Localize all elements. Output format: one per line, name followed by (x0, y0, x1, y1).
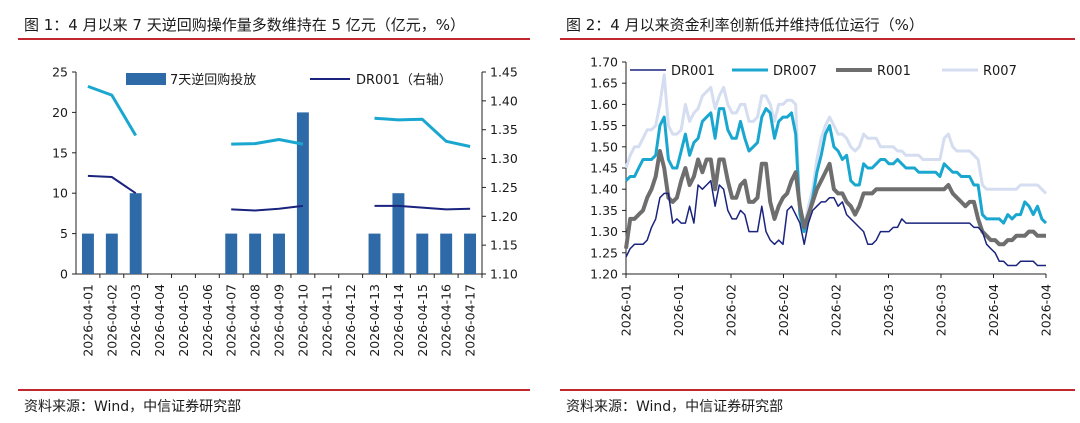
chart2-x-tick-label: 2026-03 (881, 284, 896, 336)
chart1-bar (129, 193, 142, 274)
chart2-legend-r007-label: R007 (983, 64, 1017, 79)
chart1-x-tick-label: 2026-04-14 (391, 284, 406, 357)
chart1-title: 图 1：4 月以来 7 天逆回购操作量多数维持在 5 亿元（亿元，%） (24, 16, 466, 34)
chart1-right-tick-label: 1.10 (490, 267, 518, 282)
chart1-x-tick-label: 2026-04-03 (128, 284, 143, 357)
chart1-x-tick-label: 2026-04-07 (224, 284, 239, 357)
chart2-legend-dr007-label: DR007 (773, 64, 817, 79)
chart1-bar (81, 233, 94, 274)
chart2-x-tick-label: 2026-02 (724, 284, 739, 336)
chart1-bar (368, 233, 381, 274)
chart2-y-tick-label: 1.55 (590, 118, 618, 133)
chart2-x-tick-label: 2026-01 (619, 284, 634, 336)
chart1-plot: 0 5 10 15 20 25 1.10 1.15 1.20 1.25 1.30 1.35 1.40 1.… (52, 65, 518, 357)
chart2-r007-line (624, 73, 1048, 229)
chart2-legend-dr001-label: DR001 (671, 64, 715, 79)
chart1-bar (105, 233, 118, 274)
chart2-y-tick-label: 1.50 (590, 139, 618, 154)
chart1-bar (273, 233, 285, 274)
chart1-bottom-rule (18, 389, 530, 391)
chart1-right-tick-label: 1.35 (490, 122, 518, 137)
chart1-left-tick-label: 20 (52, 105, 68, 120)
chart1-legend-bar-swatch (126, 73, 166, 85)
chart1-panel: 图 1：4 月以来 7 天逆回购操作量多数维持在 5 亿元（亿元，%） 0 5 10… (18, 16, 530, 415)
chart1-bar (296, 112, 309, 275)
chart2-x-tick-label: 2026-03 (934, 284, 949, 336)
chart2-dr001-line (625, 179, 1046, 267)
chart1-x-tick-label: 2026-04-06 (200, 284, 215, 357)
chart2-source: 资料来源：Wind，中信证券研究部 (566, 399, 784, 415)
chart2-y-tick-label: 1.30 (590, 224, 618, 239)
chart1-x-tick-label: 2026-04-05 (176, 284, 191, 357)
chart1-x-tick-label: 2026-04-04 (152, 284, 167, 357)
chart1-left-tick-label: 15 (52, 145, 68, 160)
chart2-y-tick-label: 1.25 (590, 245, 618, 260)
chart2-x-tick-label: 2026-04 (1039, 284, 1054, 336)
chart2-bottom-rule (560, 389, 1075, 391)
chart1-bar (440, 233, 453, 274)
chart1-x-tick-label: 2026-04-15 (415, 284, 430, 357)
chart2-y-tick-label: 1.45 (590, 161, 618, 176)
chart2-y-tick-label: 1.35 (590, 203, 618, 218)
chart1-right-tick-label: 1.30 (490, 151, 518, 166)
chart1-dr001-line (87, 174, 471, 212)
chart1-x-tick-label: 2026-04-08 (248, 284, 263, 357)
chart2-y-tick-label: 1.70 (590, 55, 618, 70)
chart2-title: 图 2：4 月以来资金利率创新低并维持低位运行（%） (566, 16, 924, 34)
chart1-x-tick-label: 2026-04-01 (80, 284, 95, 357)
chart1-left-tick-label: 0 (60, 267, 68, 282)
chart2-x-tick-label: 2026-02 (776, 284, 791, 336)
chart1-dr007-line (87, 84, 471, 148)
chart1-right-tick-label: 1.45 (490, 65, 518, 80)
chart1-left-tick-label: 5 (60, 226, 68, 241)
chart1-x-tick-label: 2026-04-17 (463, 284, 478, 357)
chart2-x-tick-label: 2026-04 (986, 284, 1001, 336)
chart1-x-tick-label: 2026-04-16 (439, 284, 454, 357)
chart1-bar (225, 233, 238, 274)
chart2-r001-line (624, 149, 1046, 249)
chart2-y-tick-label: 1.40 (590, 182, 618, 197)
chart1-right-tick-label: 1.25 (490, 180, 518, 195)
chart1-right-tick-label: 1.15 (490, 238, 518, 253)
chart2-legend-r001-label: R001 (877, 64, 911, 79)
chart1-bar (392, 193, 405, 274)
chart2-y-tick-label: 1.65 (590, 76, 618, 91)
chart1-x-tick-label: 2026-04-09 (272, 284, 287, 357)
chart1-bar (464, 233, 477, 274)
chart1-left-tick-label: 10 (52, 186, 68, 201)
chart1-right-tick-label: 1.20 (490, 209, 518, 224)
chart2-panel: 图 2：4 月以来资金利率创新低并维持低位运行（%） 1.20 1.25 1.30 1… (560, 0, 1080, 423)
chart1-source: 资料来源：Wind，中信证券研究部 (24, 399, 242, 415)
chart2-top-rule (560, 38, 1075, 40)
chart1-top-rule (18, 38, 530, 40)
chart1-bar (416, 233, 429, 274)
chart1-x-tick-label: 2026-04-10 (295, 284, 310, 357)
chart1-right-tick-label: 1.40 (490, 93, 518, 108)
chart2-y-tick-label: 1.60 (590, 97, 618, 112)
chart2-y-tick-label: 1.20 (590, 267, 618, 282)
chart1-legend-bar-label: 7天逆回购投放 (170, 72, 256, 88)
chart1-x-tick-label: 2026-04-11 (319, 284, 334, 357)
chart2-x-tick-label: 2026-02 (829, 284, 844, 336)
chart1-bar (249, 233, 262, 274)
chart1-x-tick-label: 2026-04-02 (104, 284, 119, 357)
chart1-x-tick-label: 2026-04-12 (343, 284, 358, 357)
chart2-plot: 1.20 1.25 1.30 1.35 1.40 1.45 1.50 1.55 1.60 1.65… (590, 55, 1054, 337)
chart2-x-tick-label: 2026-01 (671, 284, 686, 336)
chart1-left-tick-label: 25 (52, 65, 68, 80)
chart1-x-tick-label: 2026-04-13 (367, 284, 382, 357)
chart2-dr007-line (624, 107, 1048, 234)
chart1-legend-line-label: DR001（右轴） (356, 73, 452, 88)
